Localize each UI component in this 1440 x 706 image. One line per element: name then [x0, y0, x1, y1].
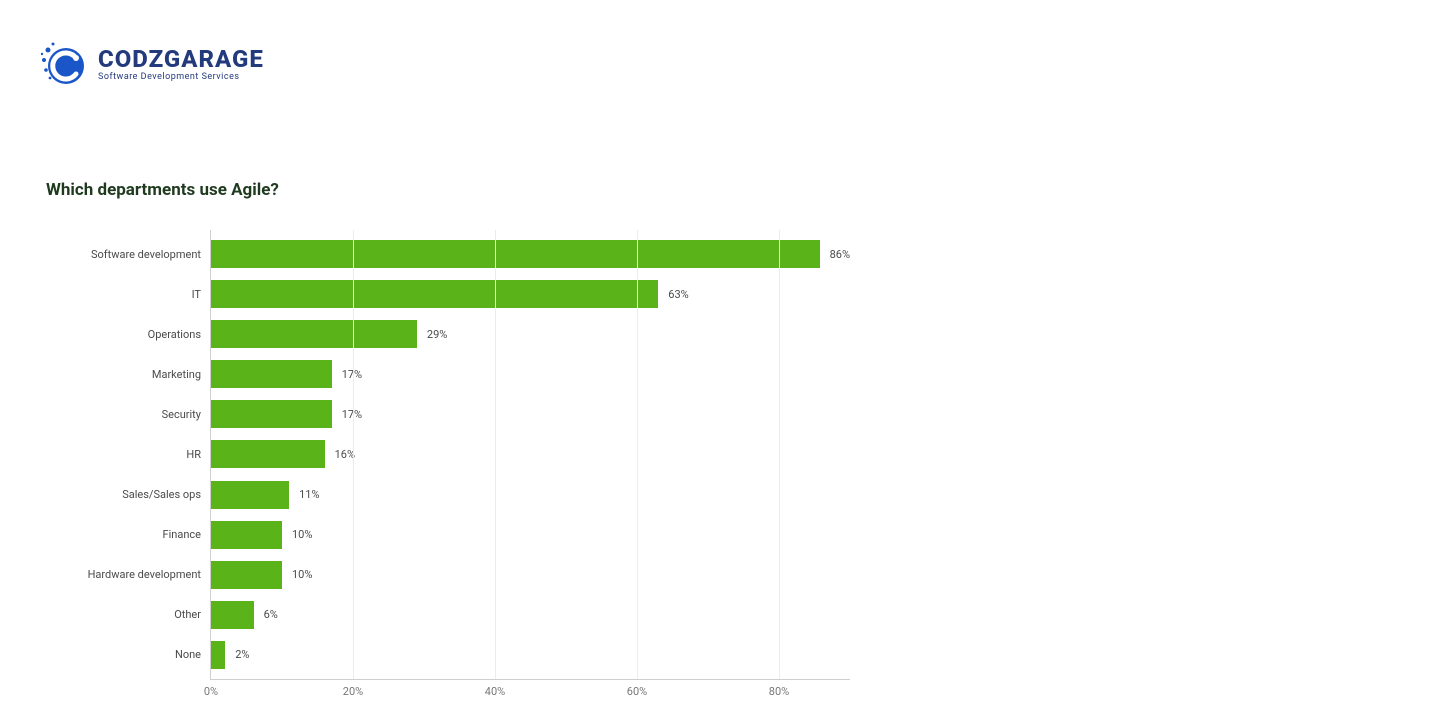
bar-value-label: 2% [235, 648, 249, 661]
bar [211, 400, 332, 428]
bar-value-label: 17% [342, 368, 362, 381]
bar-value-label: 63% [668, 288, 688, 301]
bar-row: None2% [211, 641, 850, 669]
chart-bars: Software development86% IT63% Operations29… [211, 230, 850, 679]
bar-value-label: 86% [830, 248, 850, 261]
bar-row: HR16% [211, 440, 850, 468]
agile-departments-chart: Which departments use Agile? Software de… [46, 180, 886, 680]
bar-category-label: Software development [91, 248, 201, 261]
bar [211, 240, 820, 268]
bar-category-label: HR [186, 448, 201, 461]
bar-category-label: IT [192, 288, 201, 301]
x-tick-label: 60% [627, 685, 647, 698]
bar-row: Hardware development10% [211, 561, 850, 589]
bar-category-label: None [175, 648, 201, 661]
bar-row: Sales/Sales ops11% [211, 481, 850, 509]
bar-row: Marketing17% [211, 360, 850, 388]
chart-x-axis: 0%20%40%60%80% [211, 679, 850, 699]
bar-category-label: Operations [148, 328, 201, 341]
logo-text: CODZGARAGE Software Development Services [98, 47, 264, 82]
bar-category-label: Hardware development [88, 568, 201, 581]
bar-category-label: Finance [163, 528, 201, 541]
logo-tagline: Software Development Services [98, 73, 264, 82]
bar-category-label: Sales/Sales ops [122, 488, 201, 501]
bar-value-label: 17% [342, 408, 362, 421]
chart-title: Which departments use Agile? [46, 180, 886, 200]
x-tick-label: 0% [204, 685, 218, 698]
brand-logo: CODZGARAGE Software Development Services [40, 40, 264, 88]
bar [211, 360, 332, 388]
bar-category-label: Security [162, 408, 201, 421]
grid-line [779, 230, 780, 679]
bar-category-label: Marketing [152, 368, 201, 381]
bar-value-label: 11% [299, 488, 319, 501]
bar-value-label: 6% [264, 608, 278, 621]
bar [211, 561, 282, 589]
grid-line [353, 230, 354, 679]
bar-row: IT63% [211, 280, 850, 308]
bar [211, 280, 658, 308]
bar-row: Security17% [211, 400, 850, 428]
x-tick-label: 40% [485, 685, 505, 698]
bar [211, 320, 417, 348]
bar-value-label: 16% [335, 448, 355, 461]
bar [211, 440, 325, 468]
bar-row: Software development86% [211, 240, 850, 268]
bar-row: Other6% [211, 601, 850, 629]
x-tick-label: 20% [343, 685, 363, 698]
bar-row: Operations29% [211, 320, 850, 348]
logo-brand-name: CODZGARAGE [98, 47, 264, 71]
bar-category-label: Other [174, 608, 201, 621]
grid-line [637, 230, 638, 679]
bar [211, 481, 289, 509]
bar-value-label: 10% [292, 528, 312, 541]
logo-icon [40, 40, 88, 88]
grid-line [495, 230, 496, 679]
bar-value-label: 29% [427, 328, 447, 341]
bar [211, 641, 225, 669]
bar [211, 521, 282, 549]
bar [211, 601, 254, 629]
chart-plot: Software development86% IT63% Operations29… [210, 230, 850, 680]
x-tick-label: 80% [769, 685, 789, 698]
bar-row: Finance10% [211, 521, 850, 549]
bar-value-label: 10% [292, 568, 312, 581]
